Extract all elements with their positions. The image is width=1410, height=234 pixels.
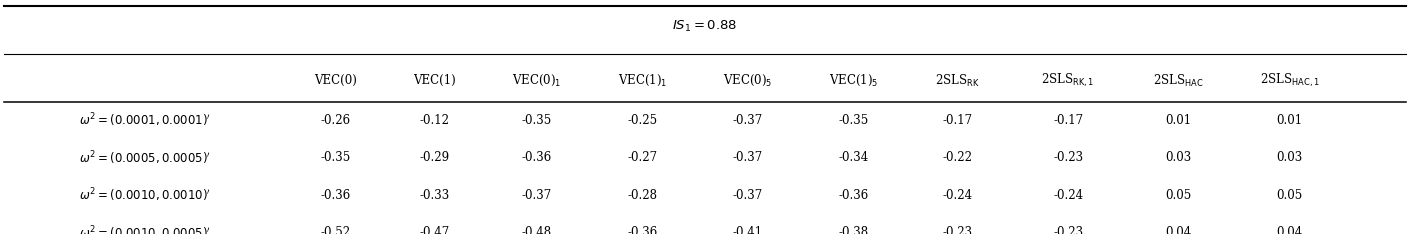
Text: 0.03: 0.03 [1276, 151, 1303, 165]
Text: VEC(0)$_5$: VEC(0)$_5$ [723, 73, 773, 88]
Text: -0.36: -0.36 [522, 151, 551, 165]
Text: -0.37: -0.37 [522, 189, 551, 202]
Text: -0.41: -0.41 [733, 226, 763, 234]
Text: -0.36: -0.36 [320, 189, 351, 202]
Text: -0.35: -0.35 [839, 114, 869, 127]
Text: -0.27: -0.27 [627, 151, 657, 165]
Text: $IS_1 = 0.88$: $IS_1 = 0.88$ [673, 19, 737, 34]
Text: -0.33: -0.33 [419, 189, 450, 202]
Text: 0.04: 0.04 [1166, 226, 1191, 234]
Text: -0.23: -0.23 [942, 226, 973, 234]
Text: -0.17: -0.17 [942, 114, 973, 127]
Text: -0.22: -0.22 [942, 151, 973, 165]
Text: -0.35: -0.35 [522, 114, 551, 127]
Text: $\omega^2 = (0.0010, 0.0010)^{\prime}$: $\omega^2 = (0.0010, 0.0010)^{\prime}$ [79, 186, 212, 204]
Text: VEC(0): VEC(0) [314, 74, 357, 87]
Text: $\omega^2 = (0.0001, 0.0001)^{\prime}$: $\omega^2 = (0.0001, 0.0001)^{\prime}$ [79, 112, 212, 129]
Text: 0.01: 0.01 [1166, 114, 1191, 127]
Text: -0.17: -0.17 [1053, 114, 1083, 127]
Text: -0.35: -0.35 [320, 151, 351, 165]
Text: 2SLS$_{\mathrm{HAC}}$: 2SLS$_{\mathrm{HAC}}$ [1153, 73, 1204, 89]
Text: -0.12: -0.12 [419, 114, 450, 127]
Text: $\omega^2 = (0.0005, 0.0005)^{\prime}$: $\omega^2 = (0.0005, 0.0005)^{\prime}$ [79, 149, 212, 167]
Text: 2SLS$_{\mathrm{RK,1}}$: 2SLS$_{\mathrm{RK,1}}$ [1042, 72, 1094, 89]
Text: 2SLS$_{\mathrm{RK}}$: 2SLS$_{\mathrm{RK}}$ [935, 73, 980, 89]
Text: 0.04: 0.04 [1276, 226, 1303, 234]
Text: -0.37: -0.37 [733, 114, 763, 127]
Text: VEC(1)$_1$: VEC(1)$_1$ [618, 73, 667, 88]
Text: -0.38: -0.38 [839, 226, 869, 234]
Text: -0.37: -0.37 [733, 189, 763, 202]
Text: 0.03: 0.03 [1166, 151, 1191, 165]
Text: -0.48: -0.48 [522, 226, 551, 234]
Text: -0.37: -0.37 [733, 151, 763, 165]
Text: -0.23: -0.23 [1053, 226, 1083, 234]
Text: -0.24: -0.24 [1053, 189, 1083, 202]
Text: -0.34: -0.34 [839, 151, 869, 165]
Text: -0.28: -0.28 [627, 189, 657, 202]
Text: -0.24: -0.24 [942, 189, 973, 202]
Text: VEC(1)$_5$: VEC(1)$_5$ [829, 73, 878, 88]
Text: -0.36: -0.36 [839, 189, 869, 202]
Text: 0.01: 0.01 [1276, 114, 1303, 127]
Text: -0.47: -0.47 [419, 226, 450, 234]
Text: $\omega^2 = (0.0010, 0.0005)^{\prime}$: $\omega^2 = (0.0010, 0.0005)^{\prime}$ [79, 224, 212, 234]
Text: 0.05: 0.05 [1276, 189, 1303, 202]
Text: 0.05: 0.05 [1166, 189, 1191, 202]
Text: VEC(1): VEC(1) [413, 74, 455, 87]
Text: -0.25: -0.25 [627, 114, 657, 127]
Text: 2SLS$_{\mathrm{HAC,1}}$: 2SLS$_{\mathrm{HAC,1}}$ [1259, 72, 1320, 89]
Text: -0.23: -0.23 [1053, 151, 1083, 165]
Text: VEC(0)$_1$: VEC(0)$_1$ [512, 73, 561, 88]
Text: -0.26: -0.26 [320, 114, 351, 127]
Text: -0.52: -0.52 [320, 226, 351, 234]
Text: -0.36: -0.36 [627, 226, 657, 234]
Text: -0.29: -0.29 [419, 151, 450, 165]
